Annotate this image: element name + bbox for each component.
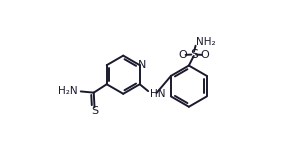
Text: O: O — [178, 50, 187, 60]
Text: S: S — [190, 48, 198, 61]
Text: NH₂: NH₂ — [196, 37, 216, 47]
Text: HN: HN — [150, 89, 165, 99]
Text: O: O — [200, 50, 209, 60]
Text: S: S — [91, 106, 98, 116]
Text: H₂N: H₂N — [58, 86, 77, 96]
Text: N: N — [138, 60, 147, 70]
